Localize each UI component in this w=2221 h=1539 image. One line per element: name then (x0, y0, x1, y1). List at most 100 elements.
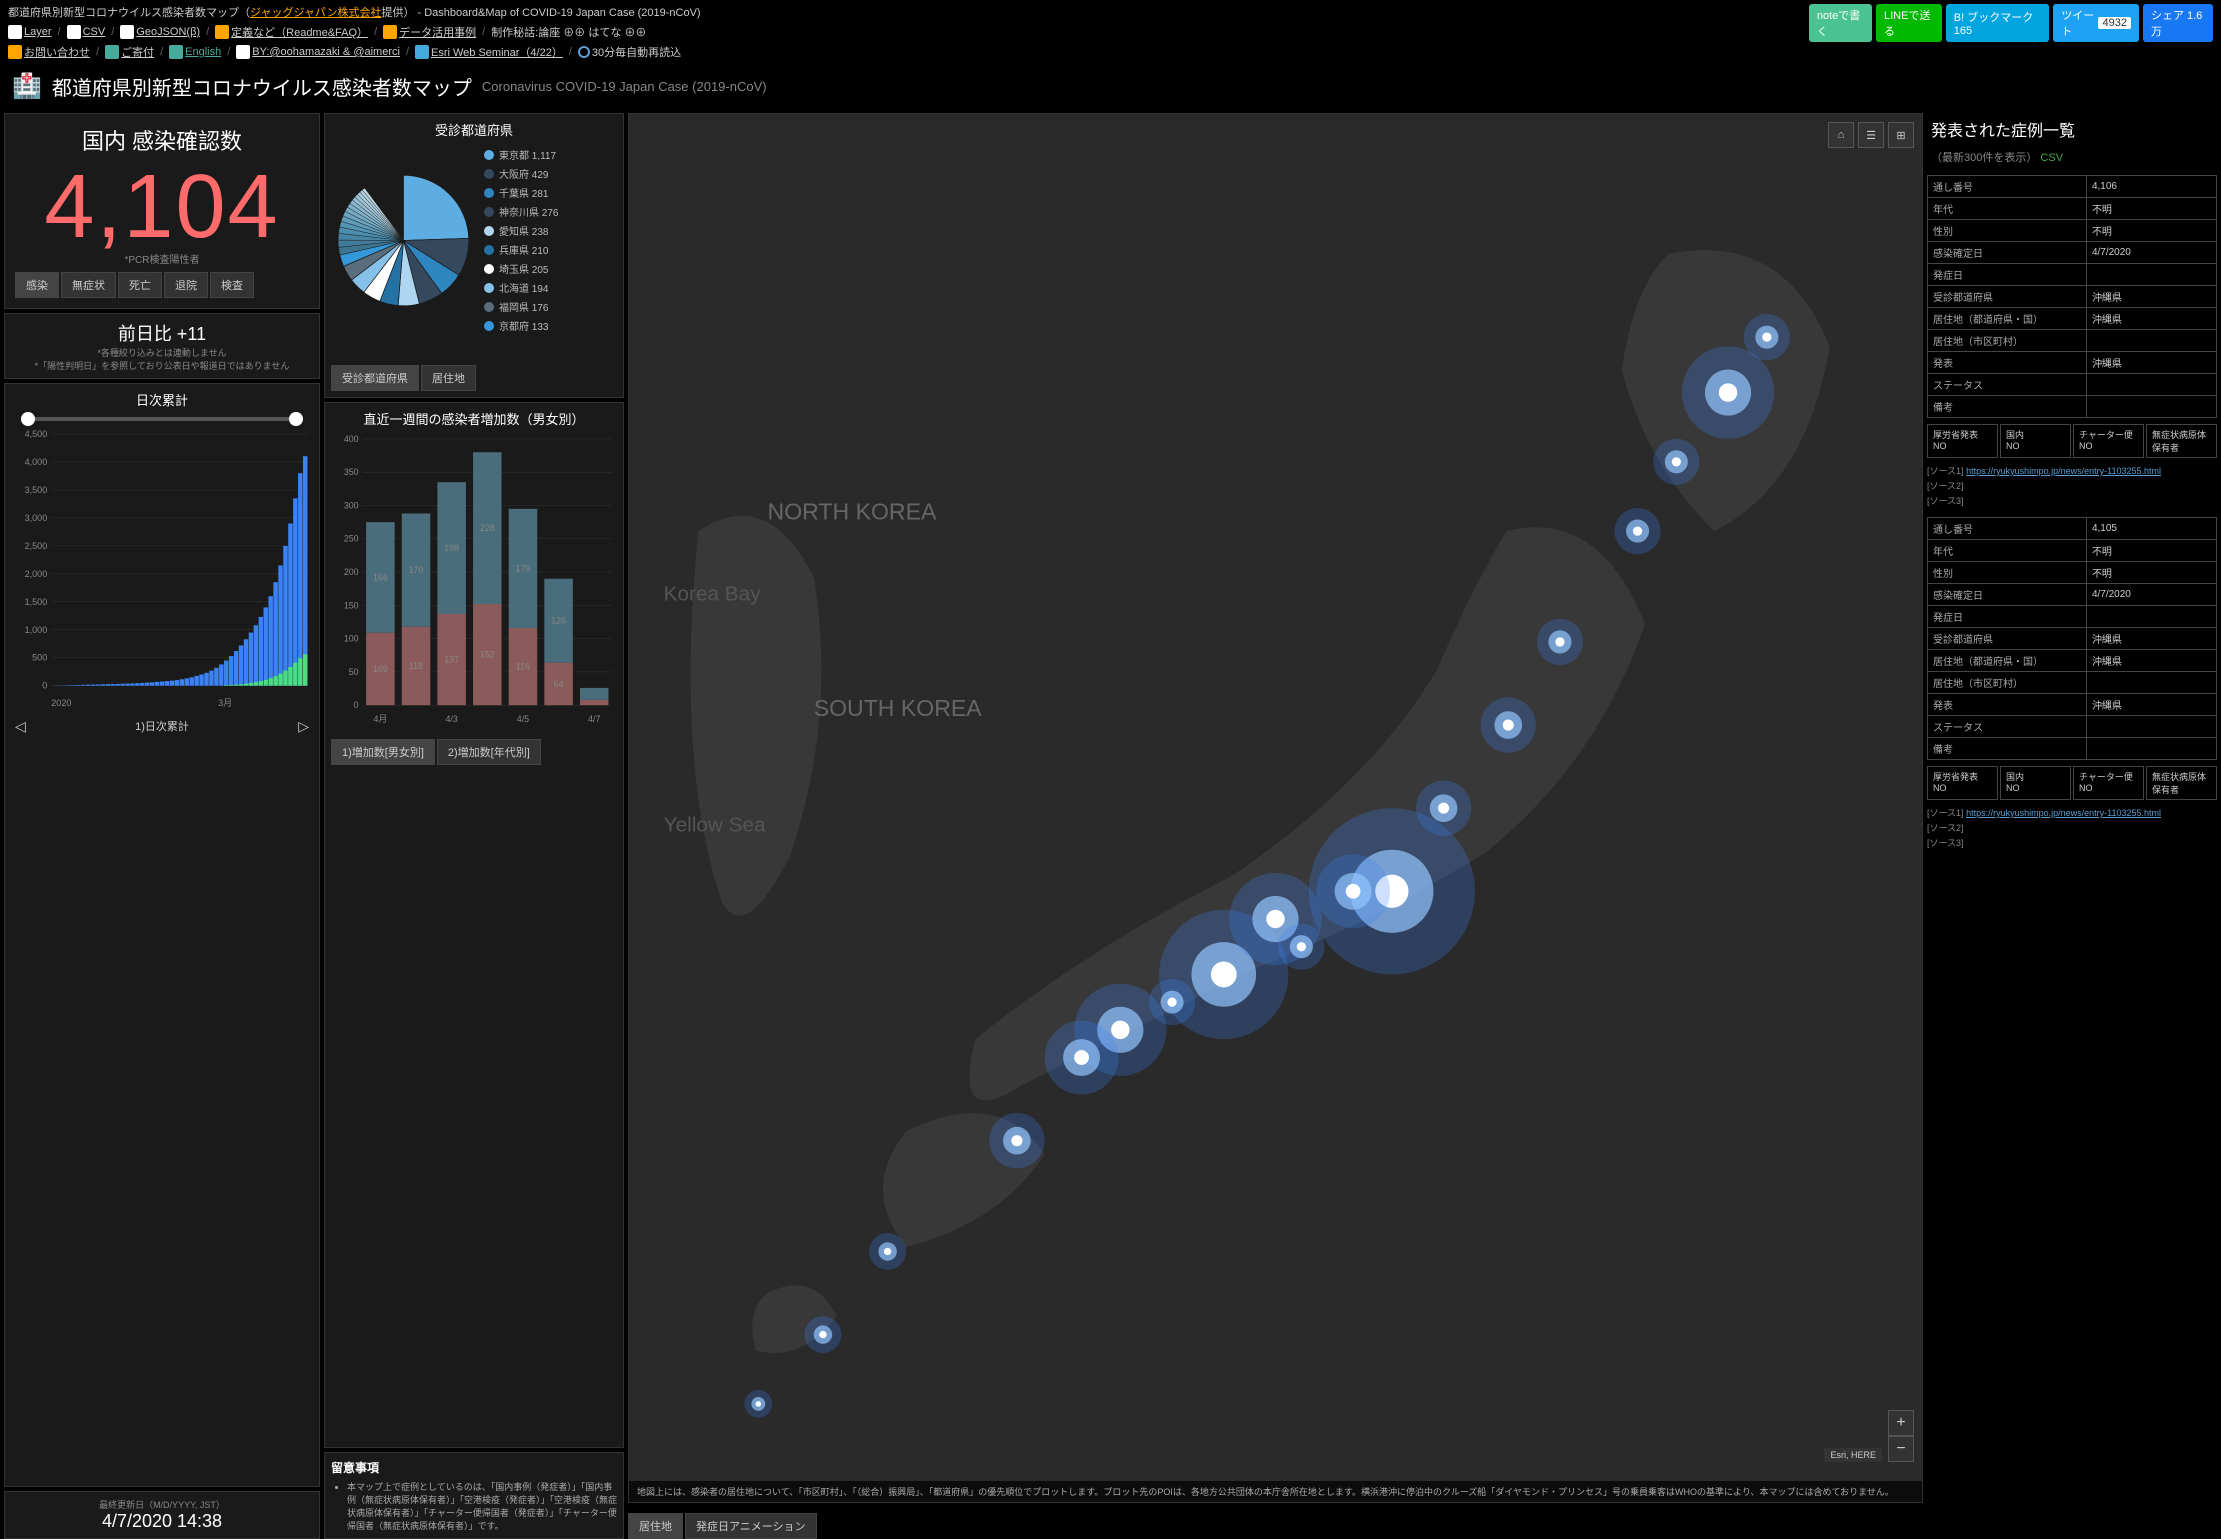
cases-subtitle: （最新300件を表示） CSV (1927, 149, 2217, 171)
pie-title: 受診都道府県 (331, 120, 617, 139)
legend-item[interactable]: 埼玉県 205 (484, 259, 617, 278)
legend-item[interactable]: 愛知県 238 (484, 221, 617, 240)
tab[interactable]: 居住地 (628, 1513, 683, 1539)
toolbar-link[interactable]: Esri Web Seminar（4/22） (431, 44, 563, 60)
legend-item[interactable]: 神奈川県 276 (484, 202, 617, 221)
svg-text:0: 0 (42, 681, 47, 691)
social-button[interactable]: LINEで送る (1876, 4, 1942, 42)
svg-text:350: 350 (344, 467, 359, 477)
svg-text:228: 228 (480, 523, 495, 533)
social-button[interactable]: noteで書く (1809, 4, 1872, 42)
zoom-out[interactable]: − (1888, 1436, 1914, 1462)
toolbar-link[interactable]: BY:@oohamazaki & @aimerci (252, 46, 400, 58)
zoom-in[interactable]: + (1888, 1410, 1914, 1436)
daily-chart-panel: 日次累計 05001,0001,5002,0002,5003,0003,5004… (4, 383, 320, 1487)
tab[interactable]: 1)増加数[男女別] (331, 739, 435, 765)
diff-title: 前日比 +11 (11, 320, 313, 346)
tab[interactable]: 発症日アニメーション (685, 1513, 817, 1539)
legend-item[interactable]: 福岡県 176 (484, 297, 617, 316)
toolbar-links: 都道府県別新型コロナウイルス感染者数マップ（ジャッグジャパン株式会社提供） - … (8, 4, 1809, 60)
notes-title: 留意事項 (331, 1459, 617, 1476)
svg-text:4,500: 4,500 (25, 429, 48, 439)
legend-button[interactable]: ☰ (1858, 122, 1884, 148)
tab[interactable]: 無症状 (61, 272, 116, 298)
legend-item[interactable]: 千葉県 281 (484, 183, 617, 202)
company-link[interactable]: ジャッグジャパン株式会社 (250, 7, 381, 19)
tab[interactable]: 死亡 (118, 272, 162, 298)
svg-text:2,000: 2,000 (25, 569, 48, 579)
tab[interactable]: 検査 (210, 272, 254, 298)
diff-note2: *「陽性判明日」を参照しており公表日や報道日ではありません (11, 359, 313, 372)
social-button[interactable]: シェア 1.6万 (2143, 4, 2213, 42)
legend-item[interactable]: 大阪府 429 (484, 164, 617, 183)
slider-handle-start[interactable] (21, 412, 35, 426)
svg-text:4/3: 4/3 (445, 714, 457, 724)
col-center-left: 受診都道府県 東京都 1,117大阪府 429千葉県 281神奈川県 276愛知… (324, 113, 624, 1539)
svg-text:50: 50 (349, 667, 359, 677)
toolbar-link[interactable]: GeoJSON(β) (136, 26, 200, 38)
source-link[interactable]: https://ryukyushimpo.jp/news/entry-11032… (1966, 808, 2161, 818)
toolbar-link[interactable]: Layer (24, 26, 52, 38)
svg-text:179: 179 (516, 563, 531, 573)
map-attribution: Esri, HERE (1824, 1448, 1882, 1462)
tab[interactable]: 受診都道府県 (331, 365, 419, 391)
svg-text:2,500: 2,500 (25, 541, 48, 551)
csv-link[interactable]: CSV (2040, 152, 2063, 164)
toolbar-link[interactable]: CSV (83, 26, 106, 38)
svg-text:Korea Bay: Korea Bay (664, 582, 762, 605)
hospital-icon: 🏥 (12, 72, 42, 101)
pie-tabs: 受診都道府県居住地 (331, 365, 617, 391)
daily-cumulative-chart: 05001,0001,5002,0002,5003,0003,5004,0004… (11, 429, 313, 711)
svg-text:300: 300 (344, 500, 359, 510)
col-map: ⌂ ☰ ⊞ NORTH KOREASOUTH KOREAKorea BayYel… (628, 113, 1923, 1539)
chart-prev[interactable]: ◁ (15, 718, 26, 735)
svg-text:137: 137 (444, 655, 459, 665)
big-number-value: 4,104 (15, 156, 309, 259)
svg-text:Yellow Sea: Yellow Sea (664, 813, 766, 836)
tab[interactable]: 感染 (15, 272, 59, 298)
chart-next[interactable]: ▷ (298, 718, 309, 735)
slider-handle-end[interactable] (289, 412, 303, 426)
home-button[interactable]: ⌂ (1828, 122, 1854, 148)
update-value: 4/7/2020 14:38 (11, 1511, 313, 1532)
toolbar-link[interactable]: 定義など（Readme&FAQ） (231, 24, 368, 40)
toolbar-link[interactable]: お問い合わせ (24, 44, 90, 60)
tab[interactable]: 2)増加数[年代別] (437, 739, 541, 765)
map-area[interactable]: ⌂ ☰ ⊞ NORTH KOREASOUTH KOREAKorea BayYel… (628, 113, 1923, 1503)
toolbar-link[interactable]: English (185, 46, 221, 58)
legend-item[interactable]: 東京都 1,117 (484, 145, 617, 164)
main-subtitle: Coronavirus COVID-19 Japan Case (2019-nC… (482, 79, 767, 94)
social-button[interactable]: ツイート4932 (2053, 4, 2139, 42)
cases-title: 発表された症例一覧 (1927, 113, 2217, 145)
svg-text:4,000: 4,000 (25, 457, 48, 467)
svg-text:4月: 4月 (373, 714, 387, 724)
svg-text:1,500: 1,500 (25, 597, 48, 607)
svg-text:198: 198 (444, 543, 459, 553)
diff-panel: 前日比 +11 *各種絞り込みとは連動しません *「陽性判明日」を参照しており公… (4, 313, 320, 379)
legend-item[interactable]: 兵庫県 210 (484, 240, 617, 259)
tab[interactable]: 居住地 (421, 365, 476, 391)
svg-text:170: 170 (409, 565, 424, 575)
source-link[interactable]: https://ryukyushimpo.jp/news/entry-11032… (1966, 466, 2161, 476)
big-number-title: 国内 感染確認数 (15, 124, 309, 156)
map-tabs: 居住地発症日アニメーション (628, 1513, 1923, 1539)
big-number-panel: 国内 感染確認数 4,104 *PCR検査陽性者 感染無症状死亡退院検査 (4, 113, 320, 309)
legend-item[interactable]: 京都府 133 (484, 316, 617, 335)
chart-nav: ◁ 1)日次累計 ▷ (11, 714, 313, 739)
pie-legend: 東京都 1,117大阪府 429千葉県 281神奈川県 276愛知県 238兵庫… (484, 145, 617, 335)
note-item: 本マップ上で症例としているのは、「国内事例（発症者）」「国内事例（無症状病原体保… (347, 1480, 617, 1532)
weekly-bar-panel: 直近一週間の感染者増加数（男女別） 0501001502002503003504… (324, 402, 624, 1448)
japan-map: NORTH KOREASOUTH KOREAKorea BayYellow Se… (629, 114, 1922, 1502)
header-title: 🏥 都道府県別新型コロナウイルス感染者数マップ Coronavirus COVI… (0, 64, 2221, 109)
basemap-button[interactable]: ⊞ (1888, 122, 1914, 148)
page-title-prefix: 都道府県別新型コロナウイルス感染者数マップ（ (8, 7, 250, 19)
toolbar-link[interactable]: ご寄付 (121, 44, 154, 60)
time-slider[interactable] (21, 417, 303, 421)
social-button[interactable]: B! ブックマーク 165 (1946, 4, 2049, 42)
toolbar-link[interactable]: データ活用事例 (399, 24, 476, 40)
tab[interactable]: 退院 (164, 272, 208, 298)
zoom-controls: + − (1888, 1410, 1914, 1462)
svg-text:152: 152 (480, 650, 495, 660)
legend-item[interactable]: 北海道 194 (484, 278, 617, 297)
case-table: 通し番号4,105年代不明性別不明感染確定日4/7/2020発症日受診都道府県沖… (1927, 517, 2217, 760)
